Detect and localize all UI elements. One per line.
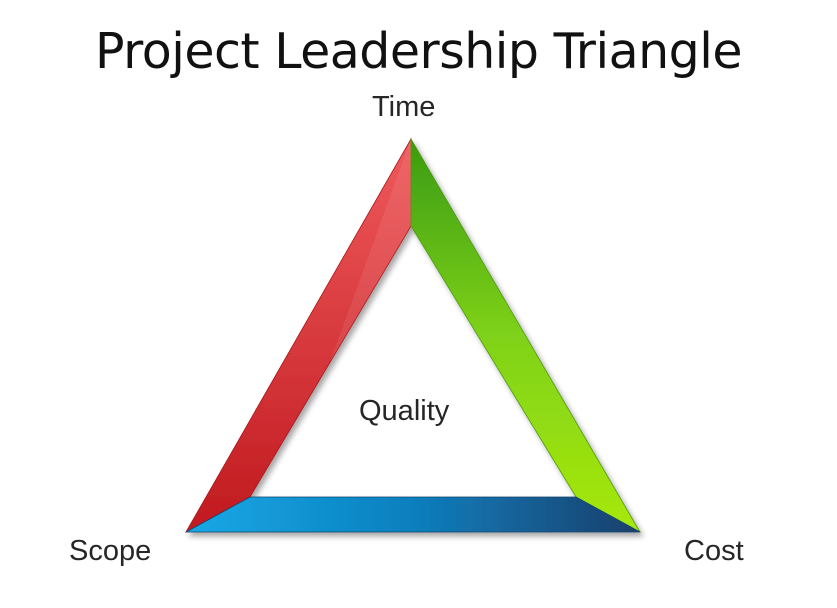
triangle-side-right bbox=[410, 137, 642, 534]
triangle-left-highlight bbox=[330, 139, 411, 362]
triangle-side-bottom bbox=[185, 496, 641, 533]
corner-label-cost: Cost bbox=[684, 535, 744, 567]
corner-label-scope: Scope bbox=[69, 535, 152, 567]
center-label-quality: Quality bbox=[359, 395, 450, 427]
diagram-title: Project Leadership Triangle bbox=[94, 23, 743, 80]
triangle-side-left bbox=[184, 137, 412, 534]
corner-label-time: Time bbox=[372, 91, 436, 123]
